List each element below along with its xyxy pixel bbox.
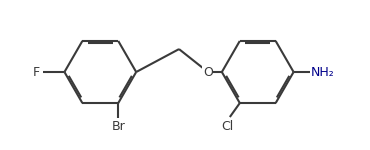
Text: F: F	[33, 66, 40, 78]
Text: Br: Br	[111, 120, 125, 133]
Text: O: O	[203, 66, 213, 78]
Text: Cl: Cl	[222, 120, 234, 133]
Text: NH₂: NH₂	[310, 66, 334, 78]
